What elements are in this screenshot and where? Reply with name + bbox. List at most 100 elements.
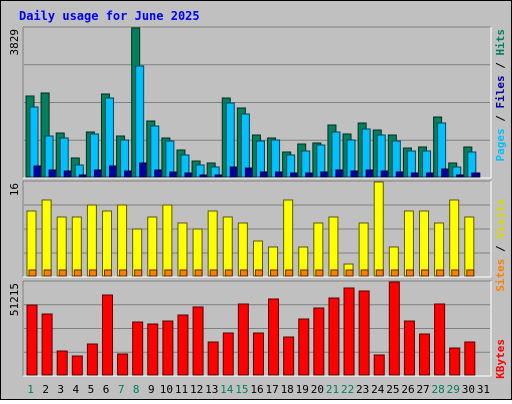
x-tick-day-1: 1 xyxy=(27,383,34,396)
x-tick-day-9: 9 xyxy=(148,383,155,396)
x-tick-day-10: 10 xyxy=(160,383,173,396)
x-tick-day-19: 19 xyxy=(296,383,309,396)
bar-sites-day-23 xyxy=(360,269,369,277)
bar-kbytes-day-1 xyxy=(26,304,38,376)
bar-visits-day-26 xyxy=(403,210,414,277)
label-sites: Sites xyxy=(494,259,507,292)
bar-kbytes-day-8 xyxy=(132,321,144,376)
bar-kbytes-day-20 xyxy=(313,307,325,376)
x-tick-day-12: 12 xyxy=(190,383,203,396)
label-pages: Pages xyxy=(494,128,507,161)
bar-kbytes-day-26 xyxy=(403,320,415,376)
bar-kbytes-day-10 xyxy=(162,320,174,376)
bar-visits-day-5 xyxy=(86,204,97,277)
bar-files-day-14 xyxy=(225,102,235,178)
bar-sites-day-4 xyxy=(73,269,82,277)
bar-sites-day-19 xyxy=(300,269,309,277)
x-tick-day-14: 14 xyxy=(220,383,234,396)
x-tick-day-31: 31 xyxy=(477,383,490,396)
bar-sites-day-24 xyxy=(375,269,384,277)
bar-sites-day-6 xyxy=(103,269,112,277)
bar-kbytes-day-14 xyxy=(222,332,234,376)
bar-kbytes-day-16 xyxy=(252,332,264,376)
label-visits: Visits xyxy=(494,199,507,239)
bar-sites-day-29 xyxy=(451,269,460,277)
bar-kbytes-day-17 xyxy=(268,298,280,376)
x-tick-day-8: 8 xyxy=(133,383,140,396)
bar-sites-day-13 xyxy=(209,269,218,277)
x-tick-day-11: 11 xyxy=(175,383,188,396)
panel-kbytes: 51215 xyxy=(8,280,492,377)
x-tick-day-7: 7 xyxy=(118,383,125,396)
bar-visits-day-23 xyxy=(358,222,369,277)
bar-visits-day-11 xyxy=(177,222,188,277)
bar-visits-day-15 xyxy=(237,222,248,277)
right-label-kbytes: KBytes xyxy=(494,339,507,379)
bar-sites-day-10 xyxy=(164,269,173,277)
bar-sites-day-9 xyxy=(149,269,158,277)
bar-visits-day-4 xyxy=(71,216,82,277)
label-files: Files xyxy=(494,75,507,108)
bar-sites-day-3 xyxy=(58,269,67,277)
bar-pages-day-30 xyxy=(471,172,481,178)
right-label-visits-sites: Sites / Visits xyxy=(494,199,507,292)
bar-files-day-8 xyxy=(135,65,145,178)
bar-visits-day-6 xyxy=(101,210,112,277)
bar-sites-day-11 xyxy=(179,269,188,277)
bar-kbytes-day-30 xyxy=(464,341,476,376)
bar-kbytes-day-11 xyxy=(177,314,189,376)
bar-kbytes-day-27 xyxy=(419,333,431,376)
bar-visits-day-14 xyxy=(222,216,233,277)
bar-sites-day-7 xyxy=(119,269,128,277)
x-tick-day-25: 25 xyxy=(386,383,399,396)
panel-hits-files-pages: 3829 xyxy=(8,26,492,179)
bar-kbytes-day-23 xyxy=(358,290,370,376)
x-tick-day-24: 24 xyxy=(371,383,385,396)
max-value-label: 3829 xyxy=(8,29,21,56)
bar-visits-day-9 xyxy=(147,216,158,277)
max-value-label: 51215 xyxy=(8,283,21,316)
right-label-hits-files-pages: Pages / Files / Hits xyxy=(494,29,507,162)
bar-visits-day-13 xyxy=(207,210,218,277)
chart-title: Daily usage for June 2025 xyxy=(19,9,200,23)
bar-visits-day-7 xyxy=(117,204,128,277)
bar-visits-day-18 xyxy=(283,199,294,277)
bar-kbytes-day-7 xyxy=(117,353,129,376)
x-tick-day-5: 5 xyxy=(88,383,95,396)
bar-sites-day-25 xyxy=(390,269,399,277)
x-tick-day-4: 4 xyxy=(73,383,80,396)
x-tick-day-2: 2 xyxy=(42,383,49,396)
bar-kbytes-day-18 xyxy=(283,336,295,376)
label-hits: Hits xyxy=(494,29,507,56)
bar-kbytes-day-4 xyxy=(71,355,83,376)
bar-visits-day-20 xyxy=(313,222,324,277)
x-tick-day-23: 23 xyxy=(356,383,369,396)
x-tick-day-21: 21 xyxy=(326,383,339,396)
bar-kbytes-day-2 xyxy=(41,313,53,376)
x-tick-day-17: 17 xyxy=(265,383,278,396)
bar-visits-day-10 xyxy=(162,204,173,277)
bar-sites-day-30 xyxy=(466,269,475,277)
x-tick-day-13: 13 xyxy=(205,383,218,396)
x-tick-day-29: 29 xyxy=(447,383,460,396)
bar-kbytes-day-3 xyxy=(56,350,68,376)
bar-sites-day-18 xyxy=(285,269,294,277)
bar-sites-day-14 xyxy=(224,269,233,277)
x-tick-day-20: 20 xyxy=(311,383,324,396)
bar-files-day-6 xyxy=(104,97,114,178)
bar-kbytes-day-6 xyxy=(101,294,113,376)
bar-kbytes-day-13 xyxy=(207,341,219,376)
bar-kbytes-day-25 xyxy=(388,281,400,376)
x-tick-day-26: 26 xyxy=(401,383,414,396)
bar-sites-day-21 xyxy=(330,269,339,277)
x-tick-day-6: 6 xyxy=(103,383,110,396)
bar-kbytes-day-22 xyxy=(343,287,355,376)
bar-sites-day-28 xyxy=(436,269,445,277)
bar-visits-day-21 xyxy=(328,216,339,277)
bar-sites-day-16 xyxy=(254,269,263,277)
bar-sites-day-27 xyxy=(421,269,430,277)
bar-kbytes-day-21 xyxy=(328,297,340,376)
x-tick-day-15: 15 xyxy=(235,383,248,396)
x-tick-day-27: 27 xyxy=(416,383,429,396)
